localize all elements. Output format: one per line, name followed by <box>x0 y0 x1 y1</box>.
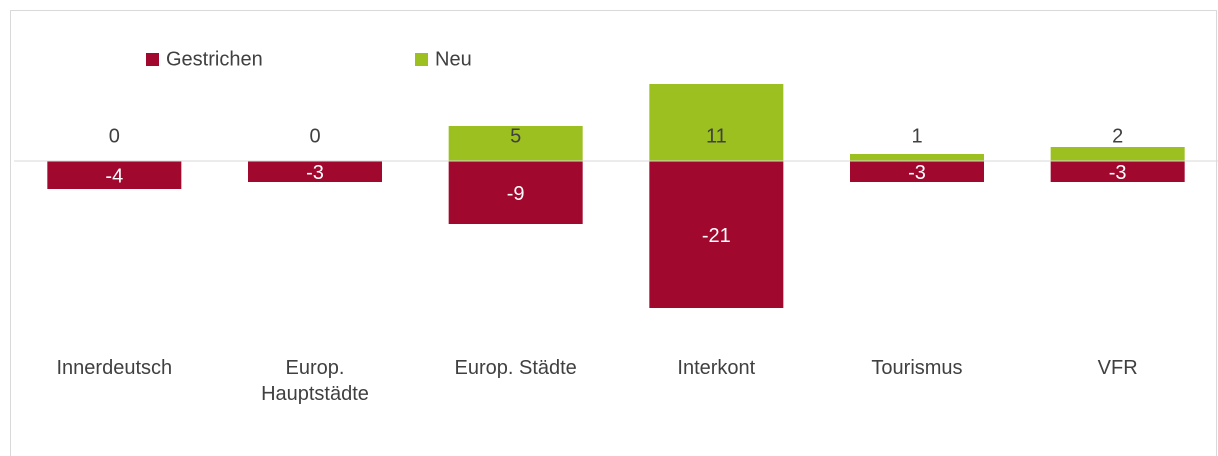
bar <box>649 84 784 161</box>
data-label: 2 <box>1112 125 1123 147</box>
data-label: -4 <box>105 165 123 187</box>
data-label: 11 <box>706 125 727 147</box>
data-label: -3 <box>306 162 324 184</box>
data-label: -3 <box>1109 162 1127 184</box>
data-label: 0 <box>109 125 120 147</box>
bar <box>47 161 182 189</box>
x-tick-label: Europ. Hauptstädte <box>261 357 369 405</box>
x-tick-label: VFR <box>1097 357 1138 379</box>
legend-swatch <box>415 53 428 66</box>
data-label: -21 <box>702 225 731 247</box>
data-label: -3 <box>908 162 926 184</box>
data-label: 1 <box>911 125 922 147</box>
data-label: 0 <box>309 125 320 147</box>
bar <box>1050 161 1185 182</box>
x-tick-label: Europ. Städte <box>454 357 577 379</box>
chart-border <box>10 10 1217 456</box>
x-tick-label: Tourismus <box>871 357 963 379</box>
bar <box>649 161 784 308</box>
data-label: 5 <box>510 125 521 147</box>
bar <box>248 161 382 182</box>
bar <box>1050 147 1185 161</box>
x-tick-label: Interkont <box>677 357 756 379</box>
bar <box>448 161 583 224</box>
legend-swatch <box>146 53 159 66</box>
legend-label: Neu <box>435 48 472 70</box>
bar <box>850 161 984 182</box>
bar <box>850 154 984 161</box>
bar <box>448 126 583 161</box>
data-label: -9 <box>507 183 525 205</box>
x-tick-label: Innerdeutsch <box>56 357 173 379</box>
legend-label: Gestrichen <box>166 48 263 70</box>
